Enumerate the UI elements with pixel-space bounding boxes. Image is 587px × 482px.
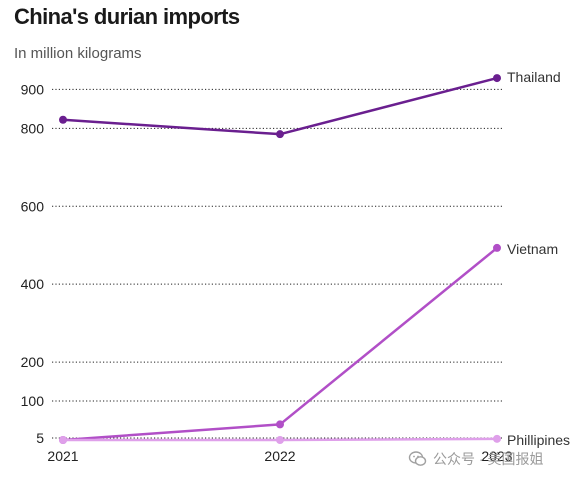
series-label-vietnam: Vietnam <box>507 241 558 257</box>
y-tick-label: 600 <box>21 198 45 214</box>
watermark: 公众号 · 美国报姐 <box>408 449 543 469</box>
chart-title: China's durian imports <box>14 4 240 29</box>
data-point-phillipines <box>276 436 284 444</box>
data-point-thailand <box>276 130 284 139</box>
data-point-vietnam <box>493 243 501 252</box>
x-tick-label: 2022 <box>264 448 295 464</box>
y-tick-label: 200 <box>21 354 45 370</box>
x-tick-label: 2021 <box>47 448 78 464</box>
data-point-thailand <box>59 115 67 124</box>
y-tick-label: 400 <box>21 276 45 292</box>
series-line-thailand <box>62 76 498 136</box>
y-tick-label: 5 <box>36 430 44 446</box>
data-point-phillipines <box>493 434 501 443</box>
y-tick-label: 800 <box>21 120 45 136</box>
series-line-vietnam <box>62 246 498 442</box>
data-point-thailand <box>493 74 501 83</box>
data-point-vietnam <box>276 420 284 429</box>
series-label-thailand: Thailand <box>507 69 561 85</box>
x-tick-label: 2023 <box>481 448 512 464</box>
chart-subtitle: In million kilograms <box>14 45 142 62</box>
watermark-text: 公众号 · 美国报姐 <box>433 451 544 467</box>
series-label-phillipines: Phillipines <box>507 432 570 448</box>
y-tick-label: 900 <box>21 81 45 97</box>
y-tick-label: 100 <box>21 393 45 409</box>
wechat-icon <box>408 451 427 466</box>
data-point-phillipines <box>59 436 67 444</box>
